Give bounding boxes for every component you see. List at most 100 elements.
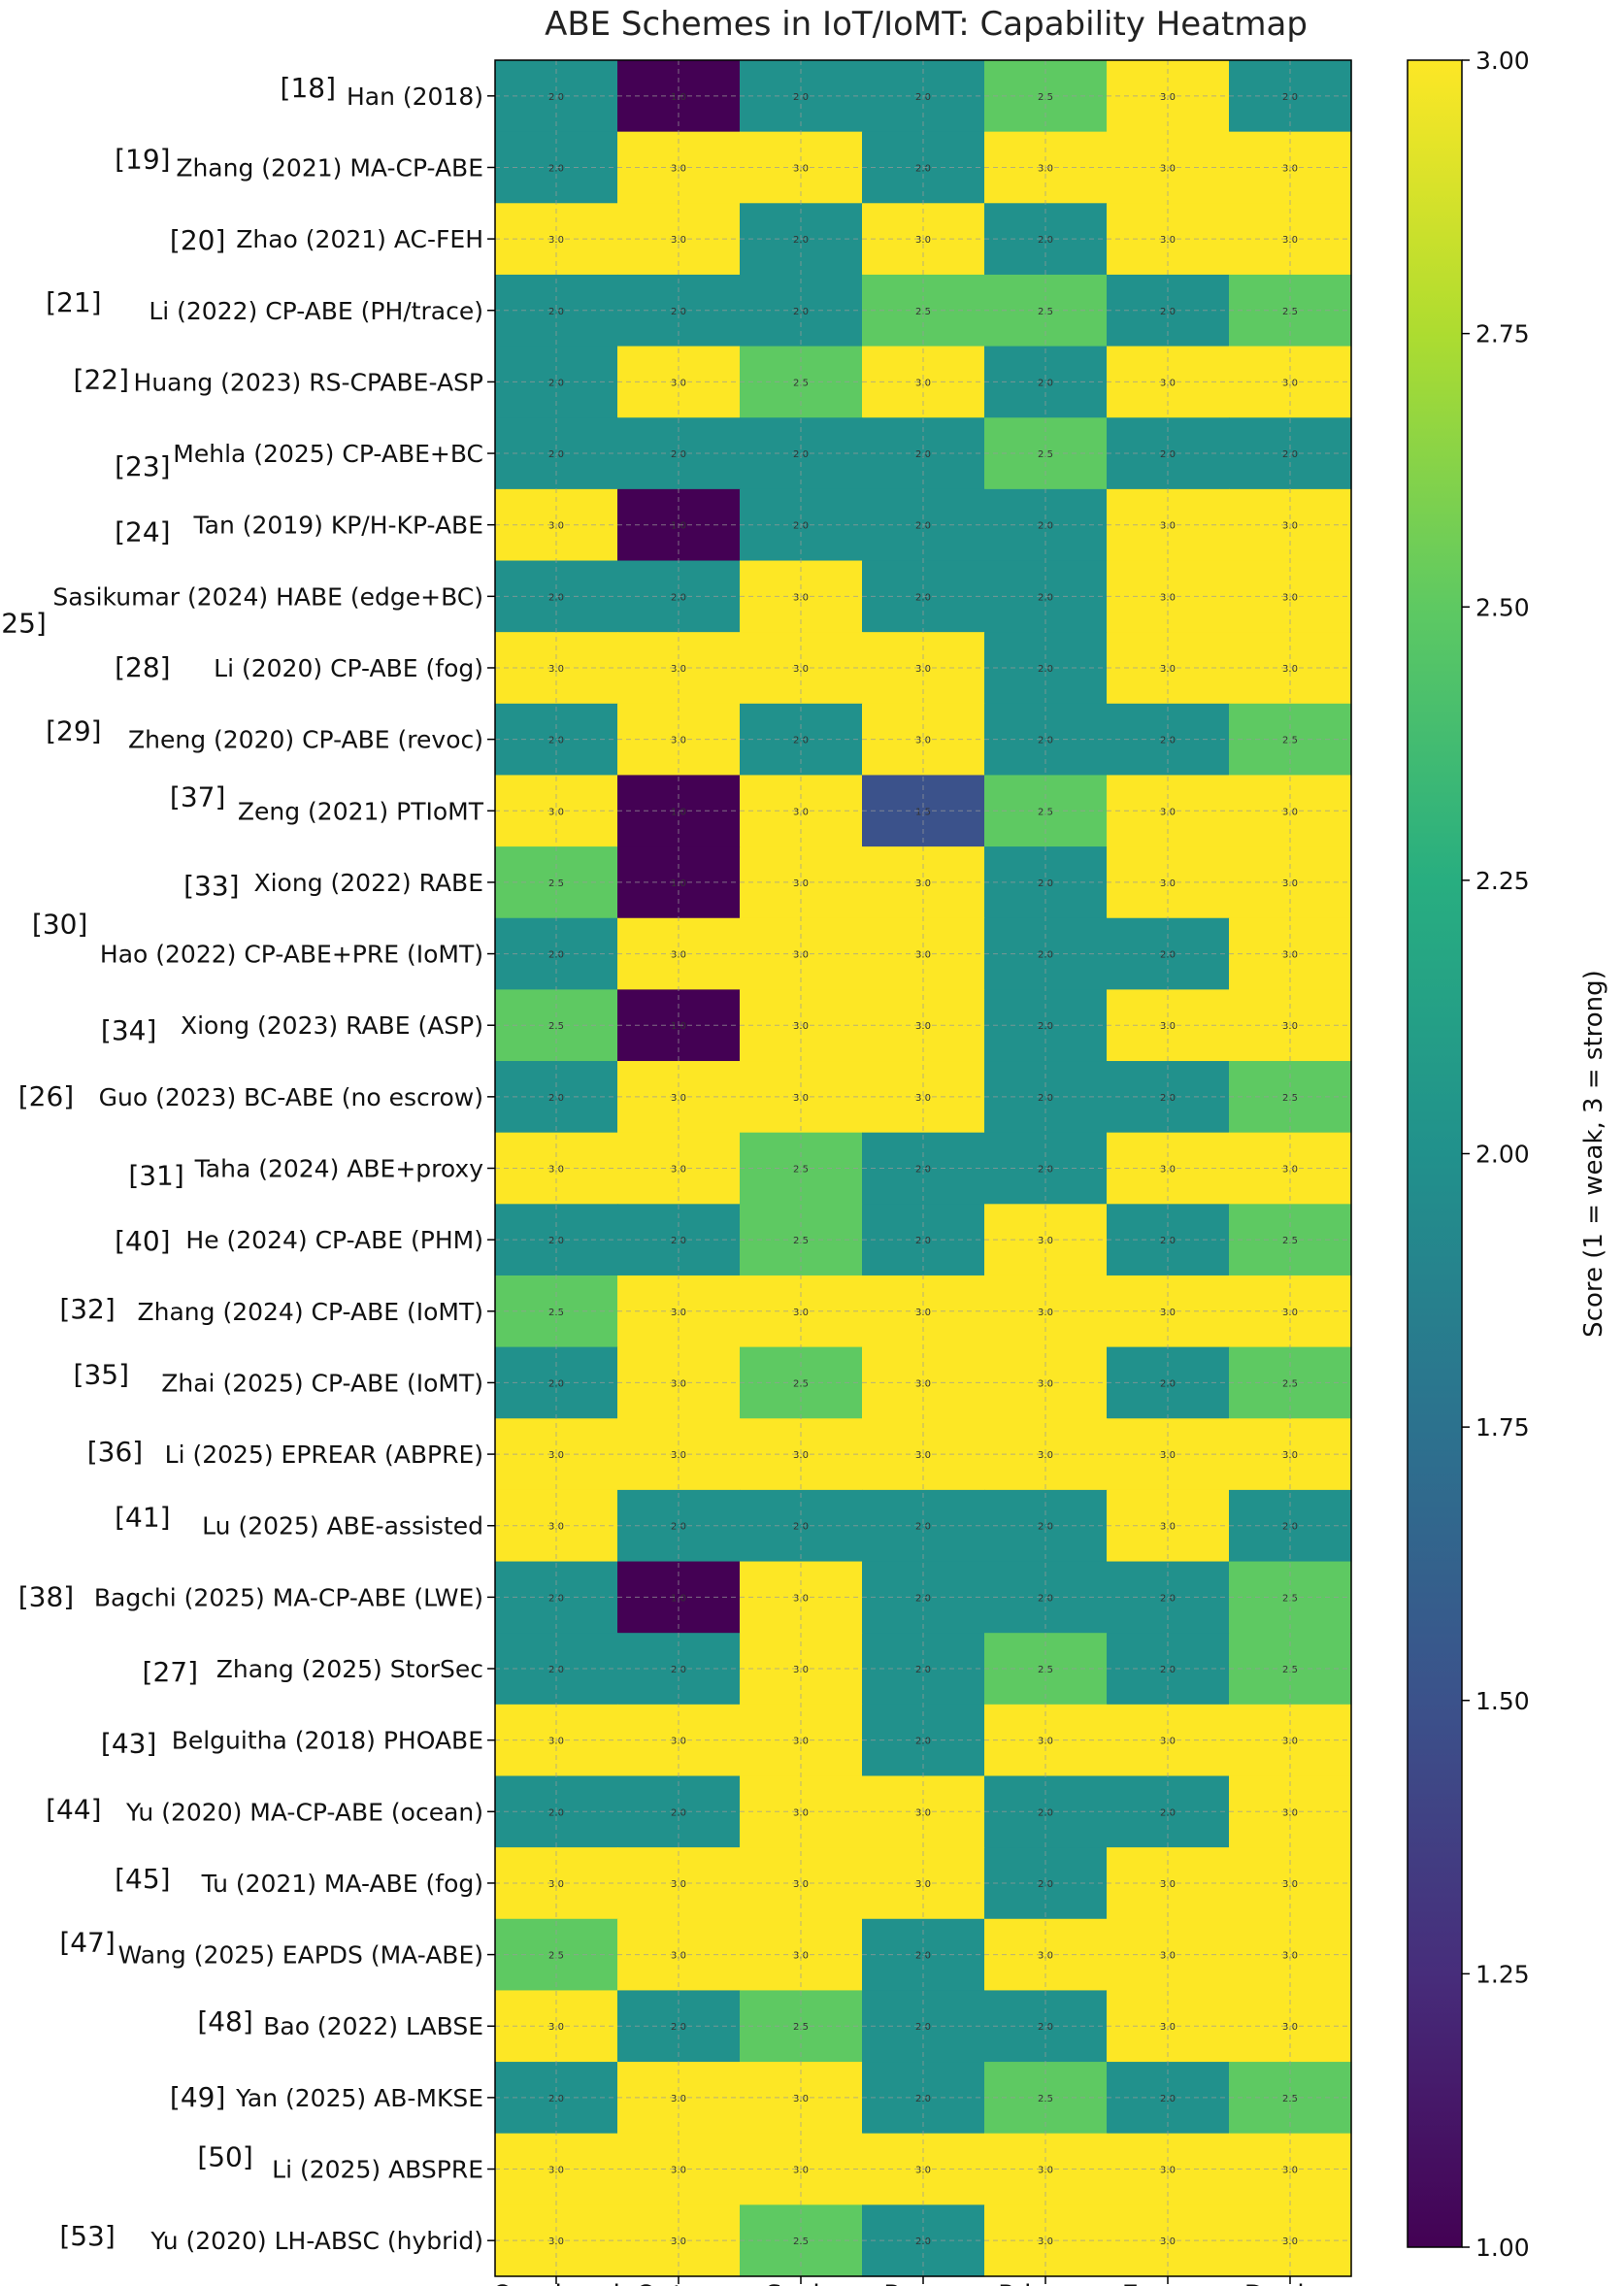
row-label: Yan (2025) AB-MKSE (235, 2084, 483, 2112)
cell-value-label: 2.0 (915, 2236, 931, 2247)
cell-value-label: 2.0 (1038, 1522, 1053, 1533)
cell-value-label: 3.0 (671, 235, 686, 246)
row-label: He (2024) CP-ABE (PHM) (185, 1226, 483, 1254)
reference-label: [50] (197, 2141, 252, 2173)
reference-label: [53] (59, 2220, 115, 2252)
row-label: Huang (2023) RS-CPABE-ASP (134, 368, 483, 396)
cell-value-label: 3.0 (915, 1093, 931, 1104)
reference-label: [43] (101, 1728, 156, 1760)
reference-label: [49] (170, 2081, 225, 2113)
reference-label: [28] (115, 651, 170, 683)
cell-value-label: 2.0 (1038, 1879, 1053, 1890)
reference-label: [26] (18, 1080, 74, 1112)
cell-value-label: 3.0 (1160, 1879, 1176, 1890)
reference-label: [48] (197, 2005, 252, 2038)
cell-value-label: 3.0 (671, 664, 686, 675)
row-label: Zhang (2024) CP-ABE (IoMT) (138, 1298, 484, 1326)
chart-title: ABE Schemes in IoT/IoMT: Capability Heat… (545, 5, 1308, 44)
row-label: Bao (2022) LABSE (263, 2012, 483, 2040)
row-label: Hao (2022) CP-ABE+PRE (IoMT) (100, 941, 483, 969)
cell-value-label: 3.0 (1160, 1450, 1176, 1461)
colorbar-tick-label: 1.50 (1475, 1687, 1530, 1715)
reference-label: [23] (115, 450, 170, 482)
column-labels: Overhead Outsrc Scale Revoc Privacy Energy Dep… (492, 2276, 1336, 2286)
cell-value-label: 3.0 (793, 1093, 809, 1104)
cell-value-label: 3.0 (1038, 1450, 1053, 1461)
cell-value-label: 3.0 (1282, 235, 1298, 246)
cell-value-label: 3.0 (671, 1879, 686, 1890)
cell-value-label: 3.0 (1160, 2166, 1176, 2176)
colorbar-label: Score (1 = weak, 3 = strong) (1579, 970, 1608, 1338)
row-label: Lu (2025) ABE-assisted (202, 1512, 483, 1541)
reference-label: [40] (115, 1225, 170, 1257)
cell-value-label: 3.0 (1282, 1807, 1298, 1818)
row-label: Yu (2020) MA-CP-ABE (ocean) (125, 1798, 483, 1826)
reference-label: [30] (32, 909, 87, 941)
colorbar-tick-label: 2.00 (1475, 1141, 1530, 1169)
row-label: Li (2020) CP-ABE (fog) (214, 654, 483, 682)
cell-value-label: 3.0 (671, 2236, 686, 2247)
cell-value-label: 2.0 (793, 307, 809, 317)
column-label: Energy (1122, 2280, 1214, 2286)
cell-value-label: 3.0 (1038, 2166, 1053, 2176)
cell-value-label: 2.0 (1160, 736, 1176, 746)
reference-label: [22] (74, 363, 129, 395)
cell-value-label: 2.0 (1038, 1807, 1053, 1818)
row-label: Zhang (2025) StorSec (216, 1655, 483, 1683)
row-label: Zheng (2020) CP-ABE (revoc) (128, 726, 483, 754)
reference-label: [18] (281, 72, 336, 104)
cell-value-label: 3.0 (671, 1450, 686, 1461)
reference-label: [33] (183, 870, 239, 902)
cell-value-label: 3.0 (1160, 664, 1176, 675)
row-label: Zhao (2021) AC-FEH (236, 225, 483, 253)
row-label: Tu (2021) MA-ABE (fog) (201, 1870, 483, 1898)
cell-value-label: 3.0 (915, 235, 931, 246)
reference-label: [38] (18, 1580, 74, 1612)
cell-value-label: 2.0 (1038, 378, 1053, 388)
reference-label: [37] (170, 780, 225, 812)
cell-value-label: 3.0 (915, 1450, 931, 1461)
row-labels: Han (2018) [18] Zhang (2021) MA-CP-ABE[19]… (0, 72, 495, 2255)
cell-value-label: 2.0 (1160, 307, 1176, 317)
cell-value-label: 2.5 (915, 307, 931, 317)
cell-value-label: 2.0 (1282, 1522, 1298, 1533)
row-label: Guo (2023) BC-ABE (no escrow) (99, 1083, 483, 1111)
cell-value-label: 2.0 (1038, 235, 1053, 246)
cell-value-label: 3.0 (915, 664, 931, 675)
cell-value-label: 3.0 (915, 2166, 931, 2176)
cell-value-label: 2.5 (793, 2236, 809, 2247)
cell-value-label: 2.0 (671, 1807, 686, 1818)
cell-value-label: 3.0 (1160, 1021, 1176, 1032)
colorbar-tick-label: 2.50 (1475, 593, 1530, 621)
cell-value-label: 2.0 (915, 1522, 931, 1533)
row-label: Sasikumar (2024) HABE (edge+BC) (52, 582, 483, 611)
row-label: Taha (2024) ABE+proxy (194, 1155, 484, 1183)
cell-value-label: 3.0 (793, 2166, 809, 2176)
row-label: Bagchi (2025) MA-CP-ABE (LWE) (94, 1583, 483, 1611)
row-label: Han (2018) (347, 83, 483, 111)
reference-label: [35] (74, 1358, 129, 1390)
colorbar-tick-label: 2.75 (1475, 320, 1530, 348)
cell-value-label: 3.0 (1160, 235, 1176, 246)
column-label: Overhead (492, 2280, 620, 2286)
column-label: Outsrc (636, 2280, 721, 2286)
reference-label: [34] (101, 1014, 156, 1046)
cell-value-label: 3.0 (671, 2166, 686, 2176)
cell-value-label: 3.0 (671, 378, 686, 388)
cell-value-label: 3.0 (1282, 1879, 1298, 1890)
cell-value-label: 3.0 (915, 378, 931, 388)
colorbar-gradient (1407, 59, 1463, 2248)
cell-value-label: 3.0 (793, 664, 809, 675)
row-label: Belguitha (2018) PHOABE (172, 1727, 483, 1755)
colorbar: 1.00 1.25 1.50 1.75 2.00 2.25 2.50 2.75 3.00 Scor… (1407, 47, 1608, 2262)
cell-value-label: 2.5 (548, 1021, 564, 1032)
column-label: Deploy (1244, 2280, 1337, 2286)
row-label: Tan (2019) KP/H-KP-ABE (193, 512, 483, 540)
cell-value-label: 3.0 (793, 1807, 809, 1818)
cell-value-label: 3.0 (548, 2166, 564, 2176)
cell-value-label: 2.0 (548, 1093, 564, 1104)
reference-label: [47] (59, 1927, 115, 1959)
cell-value-label: 3.0 (915, 736, 931, 746)
reference-label: [27] (143, 1656, 198, 1688)
cell-value-label: 3.0 (1160, 378, 1176, 388)
